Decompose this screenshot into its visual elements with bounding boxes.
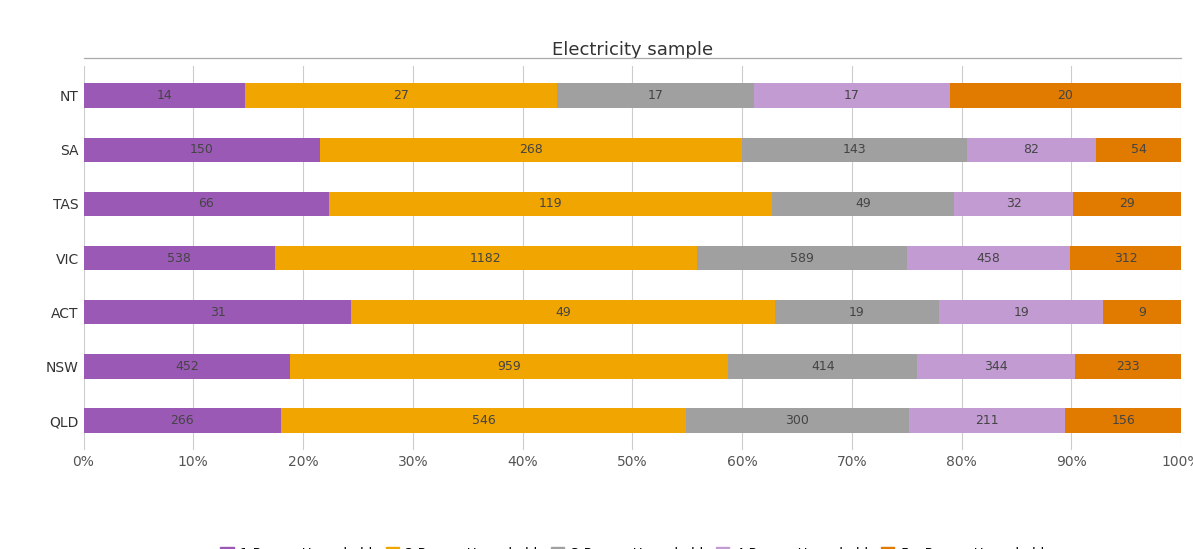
Bar [775,300,939,324]
Bar [1074,192,1181,216]
Text: 233: 233 [1115,360,1139,373]
Text: 589: 589 [790,251,814,265]
Bar [1075,354,1181,379]
Bar [754,83,950,108]
Bar [772,192,954,216]
Bar [276,246,697,270]
Bar [84,137,320,162]
Text: 19: 19 [849,306,865,319]
Bar [84,354,290,379]
Text: 211: 211 [975,414,999,427]
Bar [84,192,329,216]
Text: 66: 66 [198,197,215,210]
Text: 266: 266 [171,414,194,427]
Text: 49: 49 [855,197,871,210]
Bar [686,408,909,433]
Bar [329,192,772,216]
Text: 27: 27 [394,89,409,102]
Text: 82: 82 [1024,143,1039,156]
Bar [557,83,754,108]
Bar [950,83,1181,108]
Bar [1104,300,1181,324]
Bar [909,408,1065,433]
Bar [352,300,775,324]
Bar [917,354,1075,379]
Legend: 1 Person Household, 2 Person Household, 3 Person Household, 4 Person Household, : 1 Person Household, 2 Person Household, … [215,541,1050,549]
Bar [1065,408,1181,433]
Text: 20: 20 [1058,89,1074,102]
Text: 29: 29 [1119,197,1135,210]
Bar [246,83,557,108]
Text: 458: 458 [976,251,1000,265]
Text: 538: 538 [167,251,191,265]
Bar [907,246,1070,270]
Text: 344: 344 [984,360,1008,373]
Text: 9: 9 [1138,306,1146,319]
Bar [320,137,742,162]
Text: 19: 19 [1013,306,1030,319]
Bar [954,192,1074,216]
Text: 17: 17 [648,89,663,102]
Text: 119: 119 [538,197,562,210]
Text: 143: 143 [842,143,866,156]
Text: 452: 452 [175,360,199,373]
Bar [939,300,1104,324]
Bar [84,408,280,433]
Text: 32: 32 [1006,197,1021,210]
Bar [84,246,276,270]
Title: Electricity sample: Electricity sample [551,41,713,59]
Text: 150: 150 [190,143,214,156]
Text: 49: 49 [555,306,571,319]
Text: 546: 546 [471,414,495,427]
Text: 54: 54 [1131,143,1146,156]
Text: 156: 156 [1112,414,1135,427]
Text: 1182: 1182 [470,251,502,265]
Text: 14: 14 [156,89,172,102]
Text: 31: 31 [210,306,225,319]
Bar [966,137,1096,162]
Bar [697,246,907,270]
Bar [84,83,246,108]
Bar [290,354,728,379]
Text: 17: 17 [843,89,860,102]
Text: 414: 414 [811,360,835,373]
Text: 268: 268 [519,143,543,156]
Bar [84,300,352,324]
Text: 312: 312 [1113,251,1137,265]
Text: 300: 300 [785,414,809,427]
Bar [1070,246,1181,270]
Text: 959: 959 [497,360,521,373]
Bar [1096,137,1181,162]
Bar [728,354,917,379]
Bar [742,137,966,162]
Bar [280,408,686,433]
